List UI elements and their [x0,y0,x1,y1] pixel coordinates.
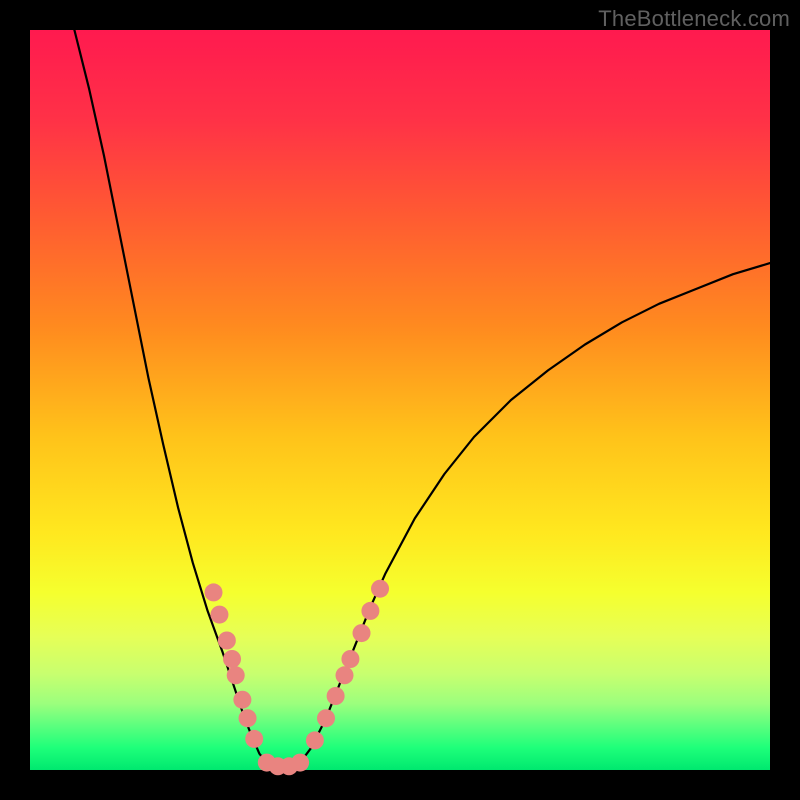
curve-marker [336,666,354,684]
curve-marker [223,650,241,668]
watermark-text: TheBottleneck.com [598,6,790,32]
curve-marker [306,731,324,749]
curve-marker [210,606,228,624]
curve-marker [218,632,236,650]
curve-marker [233,691,251,709]
bottleneck-chart [0,0,800,800]
curve-marker [341,650,359,668]
curve-marker [227,666,245,684]
curve-marker [239,709,257,727]
curve-marker [327,687,345,705]
curve-marker [317,709,335,727]
curve-marker [205,583,223,601]
curve-marker [371,580,389,598]
curve-marker [245,730,263,748]
plot-background [30,30,770,770]
curve-marker [361,602,379,620]
curve-marker [291,754,309,772]
curve-marker [353,624,371,642]
